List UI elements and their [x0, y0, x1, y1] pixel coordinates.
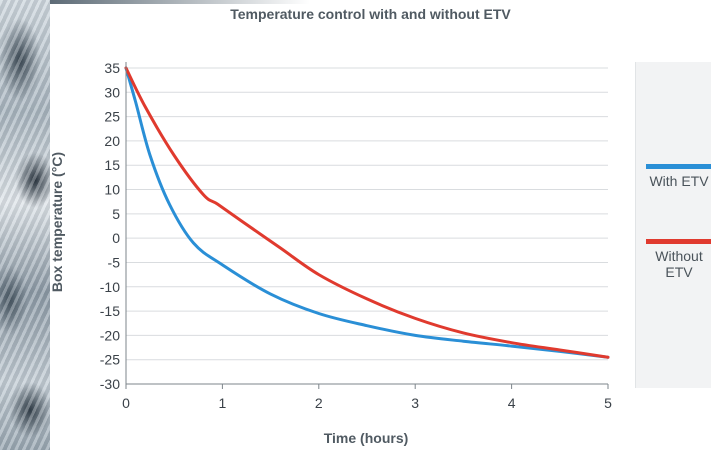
- y-axis-title: Box temperature (°C): [49, 152, 65, 292]
- legend: With ETV Without ETV: [635, 62, 711, 388]
- y-tick-label: -25: [100, 352, 120, 368]
- series-line-without-etv: [124, 66, 610, 359]
- x-tick-label: 0: [122, 395, 130, 411]
- y-tick-label: 25: [104, 109, 120, 125]
- x-tick-label: 3: [411, 395, 419, 411]
- legend-label-with-etv: With ETV: [649, 173, 709, 189]
- y-tick-label: 5: [112, 206, 120, 222]
- x-axis-title: Time (hours): [324, 430, 409, 446]
- y-tick-label: -30: [100, 376, 120, 392]
- y-tick-label: 0: [112, 230, 120, 246]
- y-tick-label: 15: [104, 157, 120, 173]
- grid-lines: [126, 67, 608, 361]
- background-photo-edge: [50, 0, 310, 4]
- y-tick-label: 10: [104, 182, 120, 198]
- y-tick-label: -10: [100, 279, 120, 295]
- chart-title: Temperature control with and without ETV: [230, 6, 511, 22]
- y-tick-label: 20: [104, 133, 120, 149]
- x-tick-label: 2: [315, 395, 323, 411]
- y-tick-label: 35: [104, 60, 120, 76]
- legend-label-without-etv: Without ETV: [655, 248, 703, 280]
- background-photo: [0, 0, 50, 450]
- legend-swatch-with-etv: [646, 164, 711, 169]
- x-tick-label: 5: [604, 395, 612, 411]
- y-tick-label: 30: [104, 84, 120, 100]
- series-lines: [124, 66, 610, 359]
- x-tick-label: 4: [508, 395, 516, 411]
- y-tick-label: -15: [100, 303, 120, 319]
- legend-item-without-etv: Without ETV: [646, 239, 711, 280]
- legend-item-with-etv: With ETV: [646, 164, 711, 189]
- legend-swatch-without-etv: [646, 239, 711, 244]
- x-tick-label: 1: [219, 395, 227, 411]
- y-tick-label: -20: [100, 327, 120, 343]
- y-tick-label: -5: [108, 254, 121, 270]
- series-line-with-etv: [124, 66, 610, 359]
